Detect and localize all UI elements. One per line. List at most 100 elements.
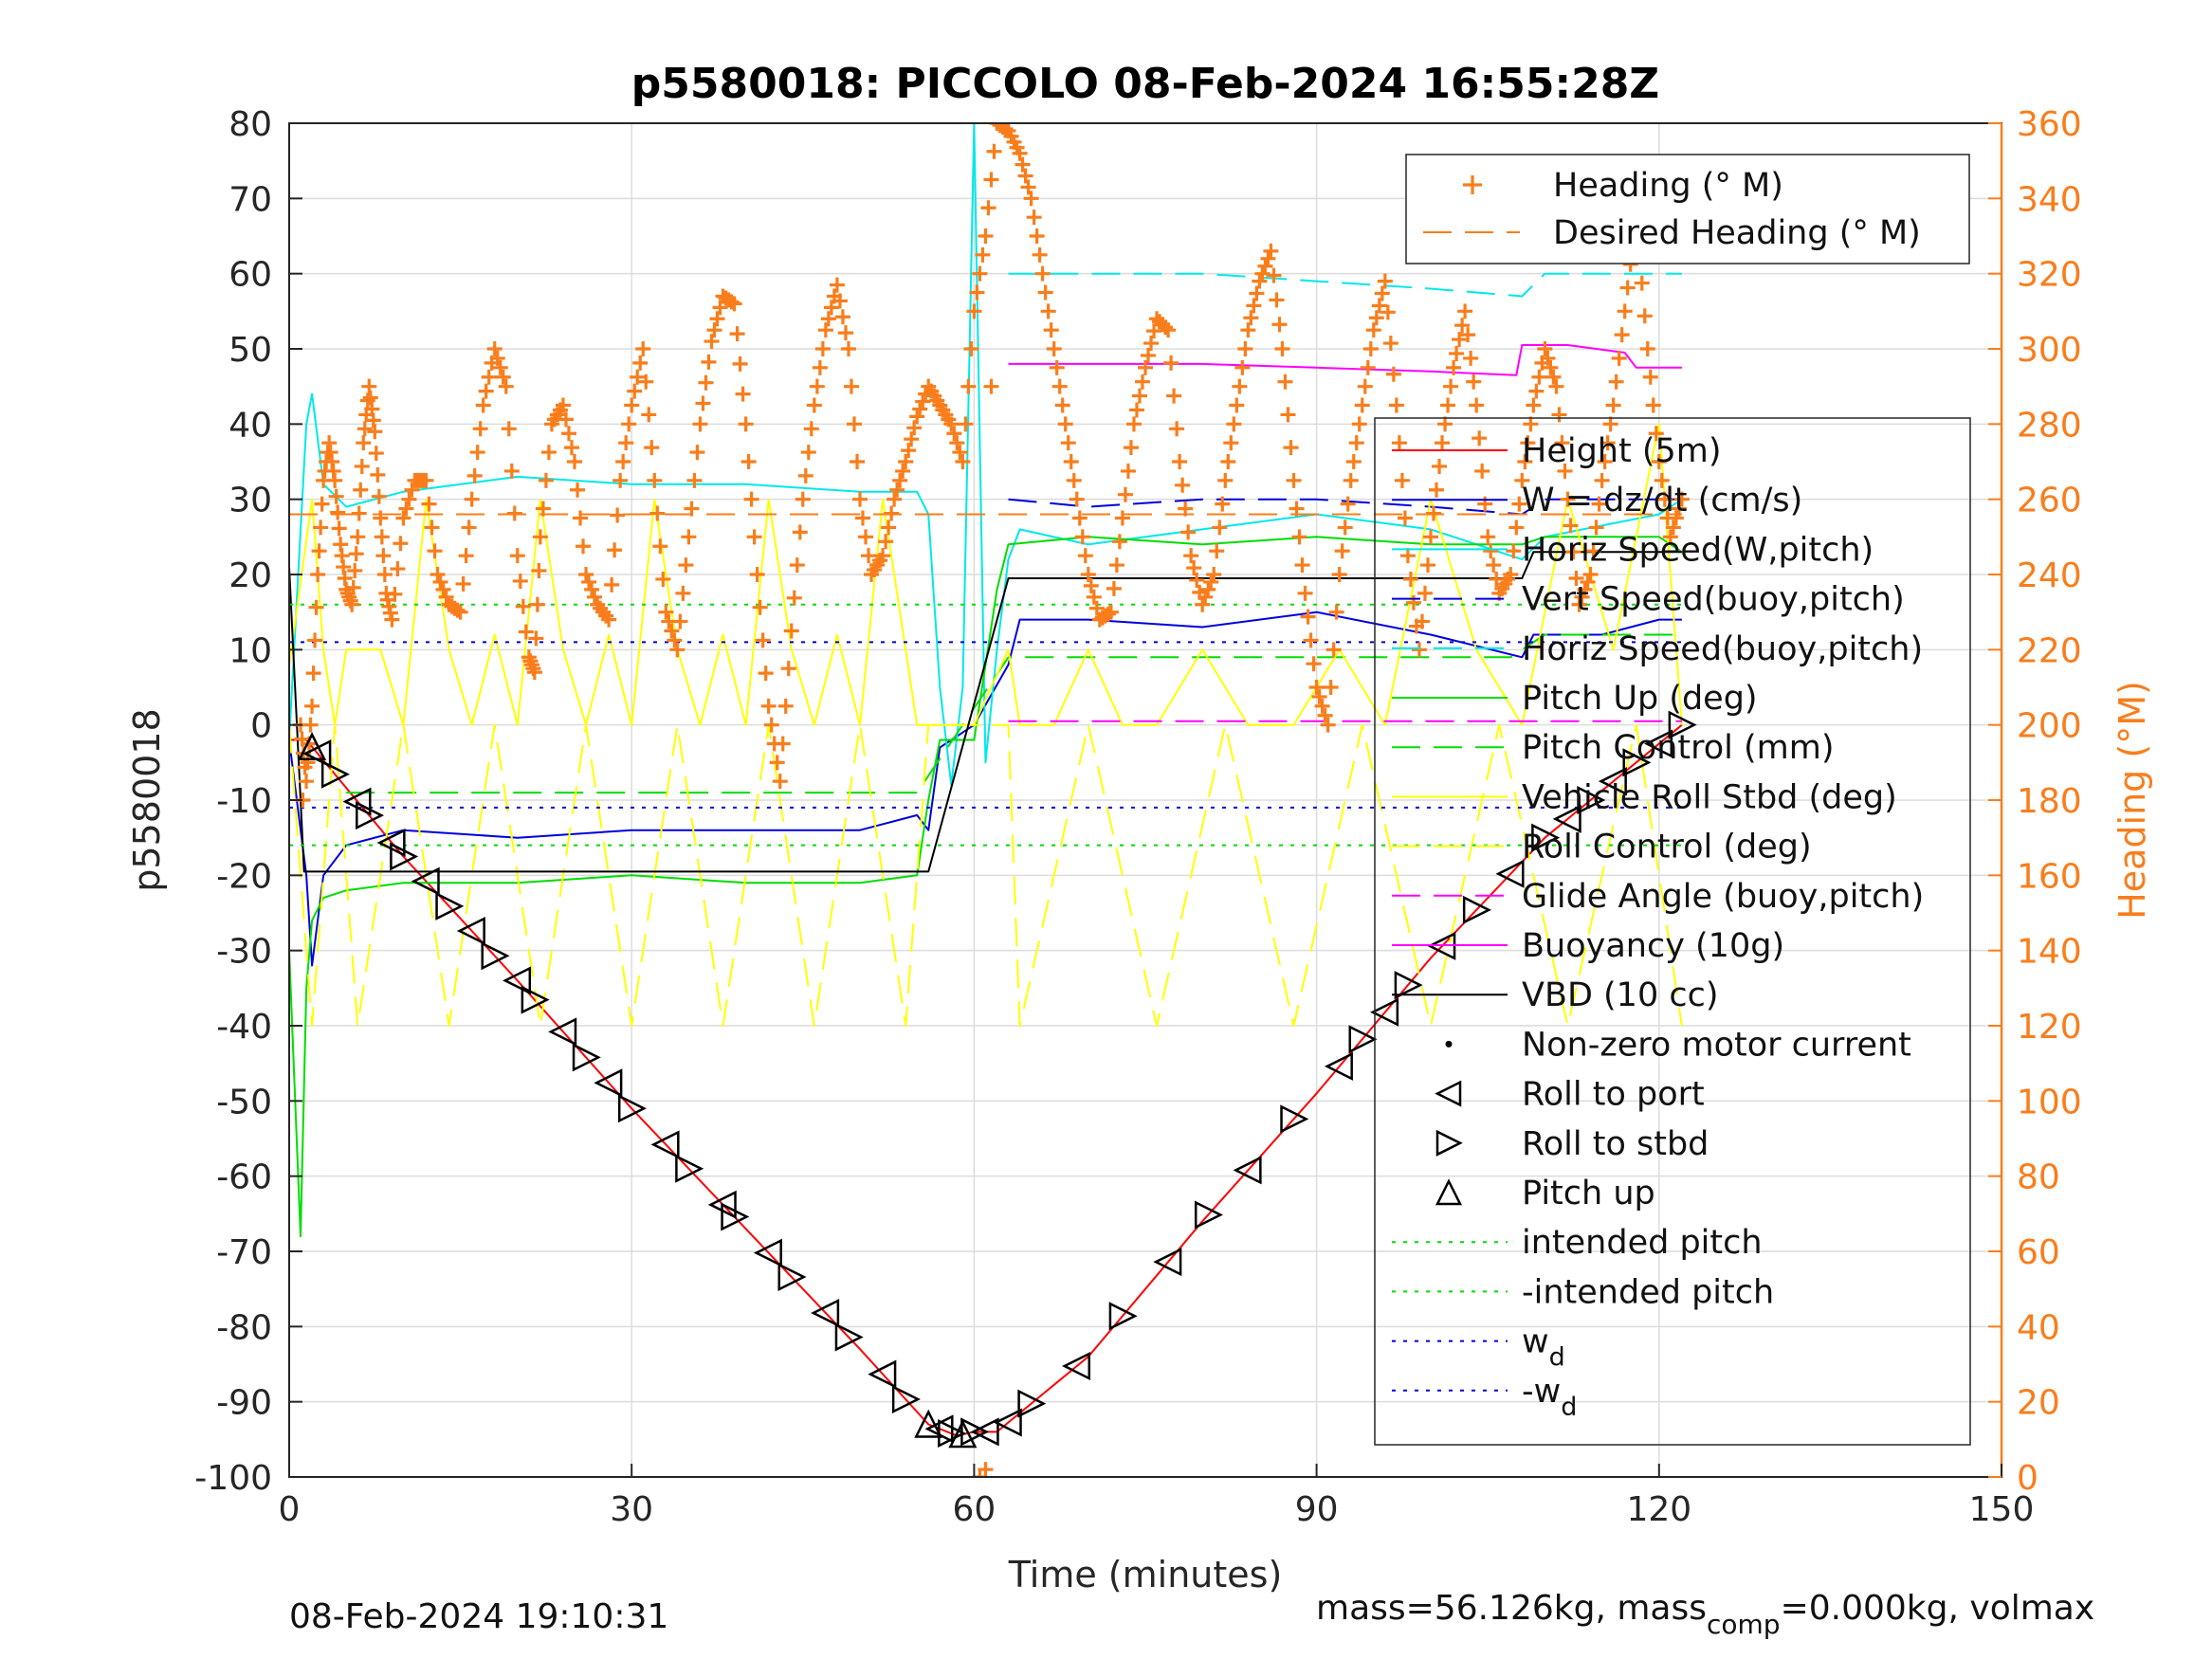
heading-point	[1639, 341, 1655, 356]
heading-point	[904, 431, 920, 447]
heading-point	[612, 472, 629, 488]
heading-point	[946, 426, 962, 442]
heading-point	[698, 374, 714, 391]
heading-point	[1388, 397, 1404, 413]
heading-point	[421, 496, 437, 512]
heading-point	[486, 341, 503, 356]
heading-point	[1034, 265, 1051, 282]
heading-point	[1414, 613, 1430, 629]
heading-point	[686, 472, 703, 488]
heading-point	[667, 632, 683, 648]
heading-point	[1026, 210, 1042, 226]
heading-point	[390, 561, 406, 577]
heading-point	[1602, 416, 1618, 432]
heading-point	[1568, 570, 1584, 586]
heading-point	[1134, 374, 1150, 390]
y-tick-label-right: 0	[2017, 1459, 2038, 1498]
heading-point	[892, 472, 908, 488]
heading-point	[1071, 510, 1088, 526]
heading-point	[1503, 567, 1519, 582]
heading-point	[1049, 359, 1065, 375]
heading-point	[1385, 366, 1401, 382]
heading-point	[1565, 544, 1581, 560]
marker-tri-right	[834, 1322, 864, 1352]
heading-point	[1117, 486, 1133, 502]
heading-point	[1340, 496, 1356, 512]
heading-point	[1365, 322, 1381, 338]
heading-point	[1580, 574, 1596, 590]
heading-point	[509, 548, 525, 564]
heading-point	[1120, 463, 1136, 479]
heading-point	[669, 642, 686, 658]
svg-text:Desired Heading (° M): Desired Heading (° M)	[1553, 214, 1921, 252]
heading-point	[817, 322, 833, 338]
heading-point	[689, 445, 705, 461]
heading-point	[570, 482, 586, 498]
y-tick-label-right: 300	[2017, 331, 2082, 370]
marker-tri-left	[594, 1068, 623, 1098]
heading-point	[1382, 336, 1398, 352]
heading-point	[1582, 567, 1599, 582]
heading-point	[740, 454, 757, 469]
heading-point	[1648, 426, 1664, 442]
heading-point	[1074, 529, 1090, 545]
heading-point	[1472, 430, 1488, 447]
heading-point	[538, 472, 554, 488]
marker-tri-left	[993, 1408, 1022, 1437]
y-tick-label-left: -70	[216, 1233, 272, 1272]
heading-point	[578, 567, 594, 582]
heading-point	[1088, 600, 1105, 616]
heading-point	[1348, 435, 1364, 451]
heading-point	[1215, 496, 1231, 512]
y-tick-label-left: -40	[216, 1008, 272, 1047]
y-tick-label-right: 280	[2017, 406, 2082, 445]
heading-point	[1605, 397, 1621, 413]
heading-point	[887, 491, 903, 507]
heading-point	[1440, 397, 1456, 413]
heading-point	[655, 571, 671, 587]
heading-point	[1020, 179, 1036, 195]
legend-heading: Heading (° M) Desired Heading (° M)	[1405, 154, 1970, 264]
heading-point	[738, 416, 754, 432]
heading-point	[587, 589, 603, 605]
heading-point	[758, 665, 774, 682]
heading-point	[1308, 680, 1325, 695]
heading-point	[1591, 496, 1607, 512]
heading-point	[1249, 285, 1265, 301]
heading-point	[1577, 581, 1593, 597]
heading-point	[1012, 145, 1028, 161]
marker-tri-left	[1552, 804, 1581, 833]
heading-point	[1163, 355, 1179, 371]
heading-point	[855, 510, 871, 526]
heading-point	[644, 440, 660, 456]
marker-tri-right	[356, 801, 385, 830]
heading-point	[806, 397, 822, 413]
heading-point	[1345, 454, 1362, 469]
heading-point	[1271, 317, 1288, 333]
svg-text:-intended pitch: -intended pitch	[1522, 1273, 1774, 1311]
heading-point	[846, 416, 862, 432]
heading-point	[1399, 548, 1416, 564]
y-axis-label-left: p5580018	[126, 708, 168, 891]
y-tick-label-left: 60	[229, 256, 272, 295]
heading-point	[1466, 374, 1482, 390]
heading-point	[952, 445, 968, 461]
heading-point	[1172, 454, 1188, 469]
svg-text:Horiz Speed(buoy,pitch): Horiz Speed(buoy,pitch)	[1522, 630, 1923, 668]
svg-text:Heading (° M): Heading (° M)	[1553, 167, 1783, 205]
heading-point	[1463, 350, 1479, 366]
heading-point	[1469, 397, 1485, 413]
svg-text:Non-zero motor current: Non-zero motor current	[1522, 1026, 1911, 1064]
heading-point	[1195, 596, 1211, 612]
heading-point	[889, 482, 905, 498]
heading-point	[627, 383, 643, 399]
heading-point	[635, 341, 651, 356]
heading-point	[1032, 246, 1048, 263]
heading-point	[1051, 378, 1068, 394]
heading-point	[1108, 557, 1124, 574]
heading-point	[1040, 303, 1056, 319]
svg-text:W = dz/dt (cm/s): W = dz/dt (cm/s)	[1522, 482, 1802, 520]
heading-point	[452, 604, 468, 620]
legend-item-pitch-up-15: Pitch up	[1435, 1175, 1655, 1212]
heading-point	[1636, 308, 1653, 324]
